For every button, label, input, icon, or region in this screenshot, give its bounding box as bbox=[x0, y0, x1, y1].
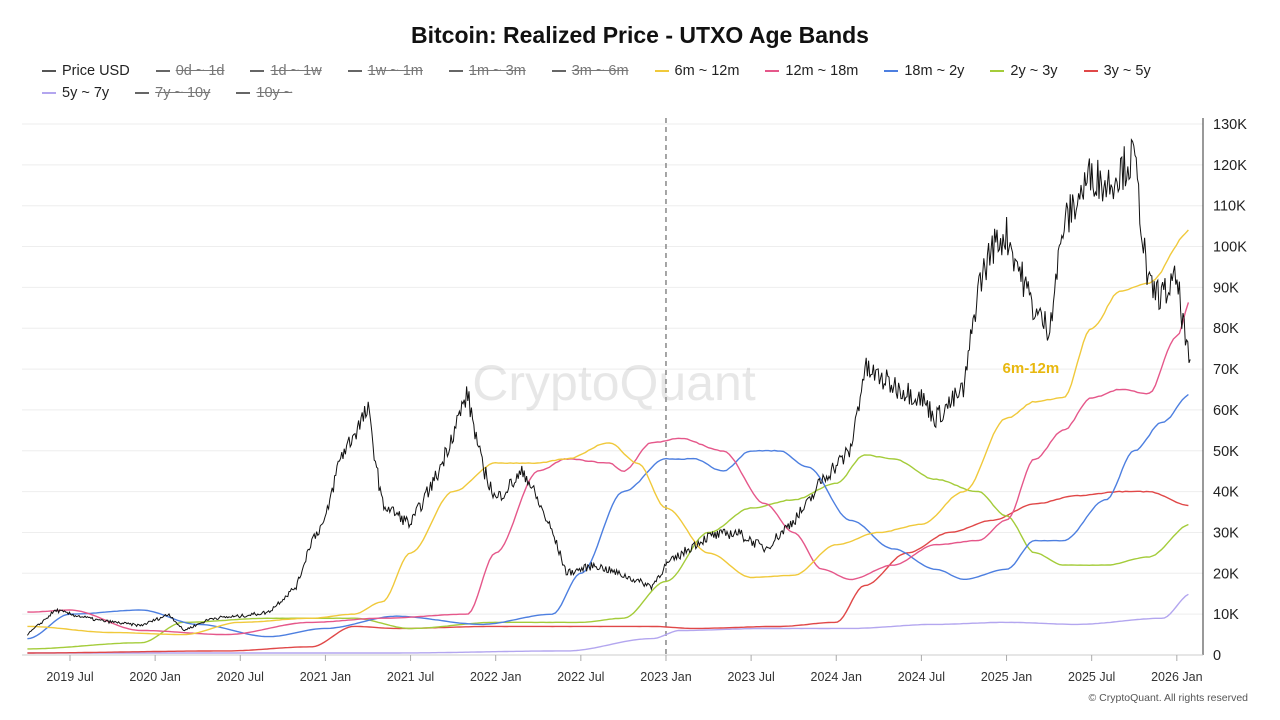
y-tick-label: 50K bbox=[1213, 444, 1239, 460]
legend-swatch bbox=[155, 70, 170, 72]
legend-label: Price USD bbox=[62, 63, 130, 79]
legend-item[interactable]: 10y ~ bbox=[236, 85, 292, 101]
legend-label: 10y ~ bbox=[256, 85, 293, 101]
x-tick-label: 2022 Jul bbox=[557, 670, 604, 684]
legend-label: 2y ~ 3y bbox=[1010, 63, 1058, 79]
chart-title: Bitcoin: Realized Price - UTXO Age Bands bbox=[411, 22, 869, 48]
legend-item[interactable]: 3m ~ 6m bbox=[551, 63, 629, 79]
legend-item[interactable]: Price USD bbox=[42, 63, 130, 79]
legend-swatch bbox=[654, 70, 669, 72]
legend-swatch bbox=[551, 70, 566, 72]
series-line bbox=[27, 454, 1189, 650]
legend-label: 7y ~ 10y bbox=[155, 85, 211, 101]
legend-swatch bbox=[135, 92, 150, 94]
legend-swatch bbox=[347, 70, 362, 72]
legend-label: 3m ~ 6m bbox=[571, 63, 629, 79]
y-tick-label: 10K bbox=[1213, 607, 1239, 623]
y-tick-label: 30K bbox=[1213, 525, 1239, 541]
series-line bbox=[26, 138, 1191, 636]
x-tick-label: 2021 Jul bbox=[387, 670, 434, 684]
watermark: CryptoQuant bbox=[472, 355, 756, 411]
legend-swatch bbox=[42, 92, 56, 94]
y-tick-label: 0 bbox=[1213, 648, 1221, 664]
legend-swatch bbox=[990, 70, 1005, 72]
copyright-footer: © CryptoQuant. All rights reserved bbox=[1088, 692, 1248, 704]
legend-item[interactable]: 1m ~ 3m bbox=[448, 63, 526, 79]
x-tick-label: 2023 Jan bbox=[640, 670, 691, 684]
series-line bbox=[27, 302, 1190, 636]
legend-item[interactable]: 12m ~ 18m bbox=[765, 63, 858, 79]
x-tick-label: 2026 Jan bbox=[1151, 670, 1202, 684]
series-line bbox=[27, 229, 1189, 636]
legend-swatch bbox=[250, 70, 265, 72]
legend-item[interactable]: 3y ~ 5y bbox=[1083, 63, 1151, 79]
y-tick-label: 80K bbox=[1213, 321, 1239, 337]
legend-label: 18m ~ 2y bbox=[904, 63, 965, 79]
y-tick-label: 120K bbox=[1213, 158, 1247, 174]
legend-swatch bbox=[1083, 70, 1098, 72]
legend-label: 0d ~ 1d bbox=[175, 63, 225, 79]
legend-item[interactable]: 18m ~ 2y bbox=[884, 63, 964, 79]
legend-item[interactable]: 0d ~ 1d bbox=[155, 63, 225, 79]
x-tick-label: 2020 Jan bbox=[129, 670, 180, 684]
x-tick-label: 2025 Jan bbox=[981, 670, 1032, 684]
legend-label: 5y ~ 7y bbox=[62, 85, 110, 101]
series-line bbox=[27, 490, 1189, 654]
legend-swatch bbox=[884, 70, 899, 72]
legend-swatch bbox=[765, 70, 780, 72]
legend-label: 6m ~ 12m bbox=[674, 63, 740, 79]
y-tick-label: 110K bbox=[1213, 199, 1246, 215]
legend-swatch bbox=[42, 70, 56, 72]
legend-item[interactable]: 6m ~ 12m bbox=[654, 63, 740, 79]
y-tick-label: 70K bbox=[1213, 362, 1239, 378]
x-tick-label: 2021 Jan bbox=[300, 670, 351, 684]
legend-label: 1w ~ 1m bbox=[367, 63, 423, 79]
legend-swatch bbox=[448, 70, 463, 72]
y-tick-label: 60K bbox=[1213, 403, 1239, 419]
x-tick-label: 2022 Jan bbox=[470, 670, 521, 684]
y-tick-label: 40K bbox=[1213, 485, 1239, 501]
legend-label: 12m ~ 18m bbox=[785, 63, 859, 79]
legend-item[interactable]: 7y ~ 10y bbox=[135, 85, 210, 101]
legend-item[interactable]: 5y ~ 7y bbox=[42, 85, 109, 101]
x-tick-label: 2024 Jan bbox=[811, 670, 862, 684]
legend-item[interactable]: 1d ~ 1w bbox=[250, 63, 322, 79]
x-tick-label: 2023 Jul bbox=[727, 670, 774, 684]
legend-label: 1m ~ 3m bbox=[468, 63, 526, 79]
y-tick-label: 20K bbox=[1213, 566, 1239, 582]
legend-label: 1d ~ 1w bbox=[270, 63, 322, 79]
series-line bbox=[27, 593, 1189, 654]
x-tick-label: 2025 Jul bbox=[1068, 670, 1115, 684]
annotation-label: 6m-12m bbox=[1003, 360, 1060, 377]
x-tick-label: 2020 Jul bbox=[217, 670, 264, 684]
y-tick-label: 90K bbox=[1213, 280, 1239, 296]
legend-swatch bbox=[236, 92, 251, 94]
legend: Price USD 0d ~ 1d 1d ~ 1w 1w ~ 1m 1m ~ 3m 3m … bbox=[42, 63, 1262, 101]
series-line bbox=[27, 393, 1189, 640]
y-tick-label: 100K bbox=[1213, 240, 1247, 256]
legend-label: 3y ~ 5y bbox=[1103, 63, 1151, 79]
x-tick-label: 2019 Jul bbox=[46, 670, 93, 684]
x-tick-label: 2024 Jul bbox=[898, 670, 945, 684]
legend-item[interactable]: 2y ~ 3y bbox=[990, 63, 1058, 79]
y-tick-label: 130K bbox=[1213, 117, 1247, 133]
legend-item[interactable]: 1w ~ 1m bbox=[347, 63, 423, 79]
